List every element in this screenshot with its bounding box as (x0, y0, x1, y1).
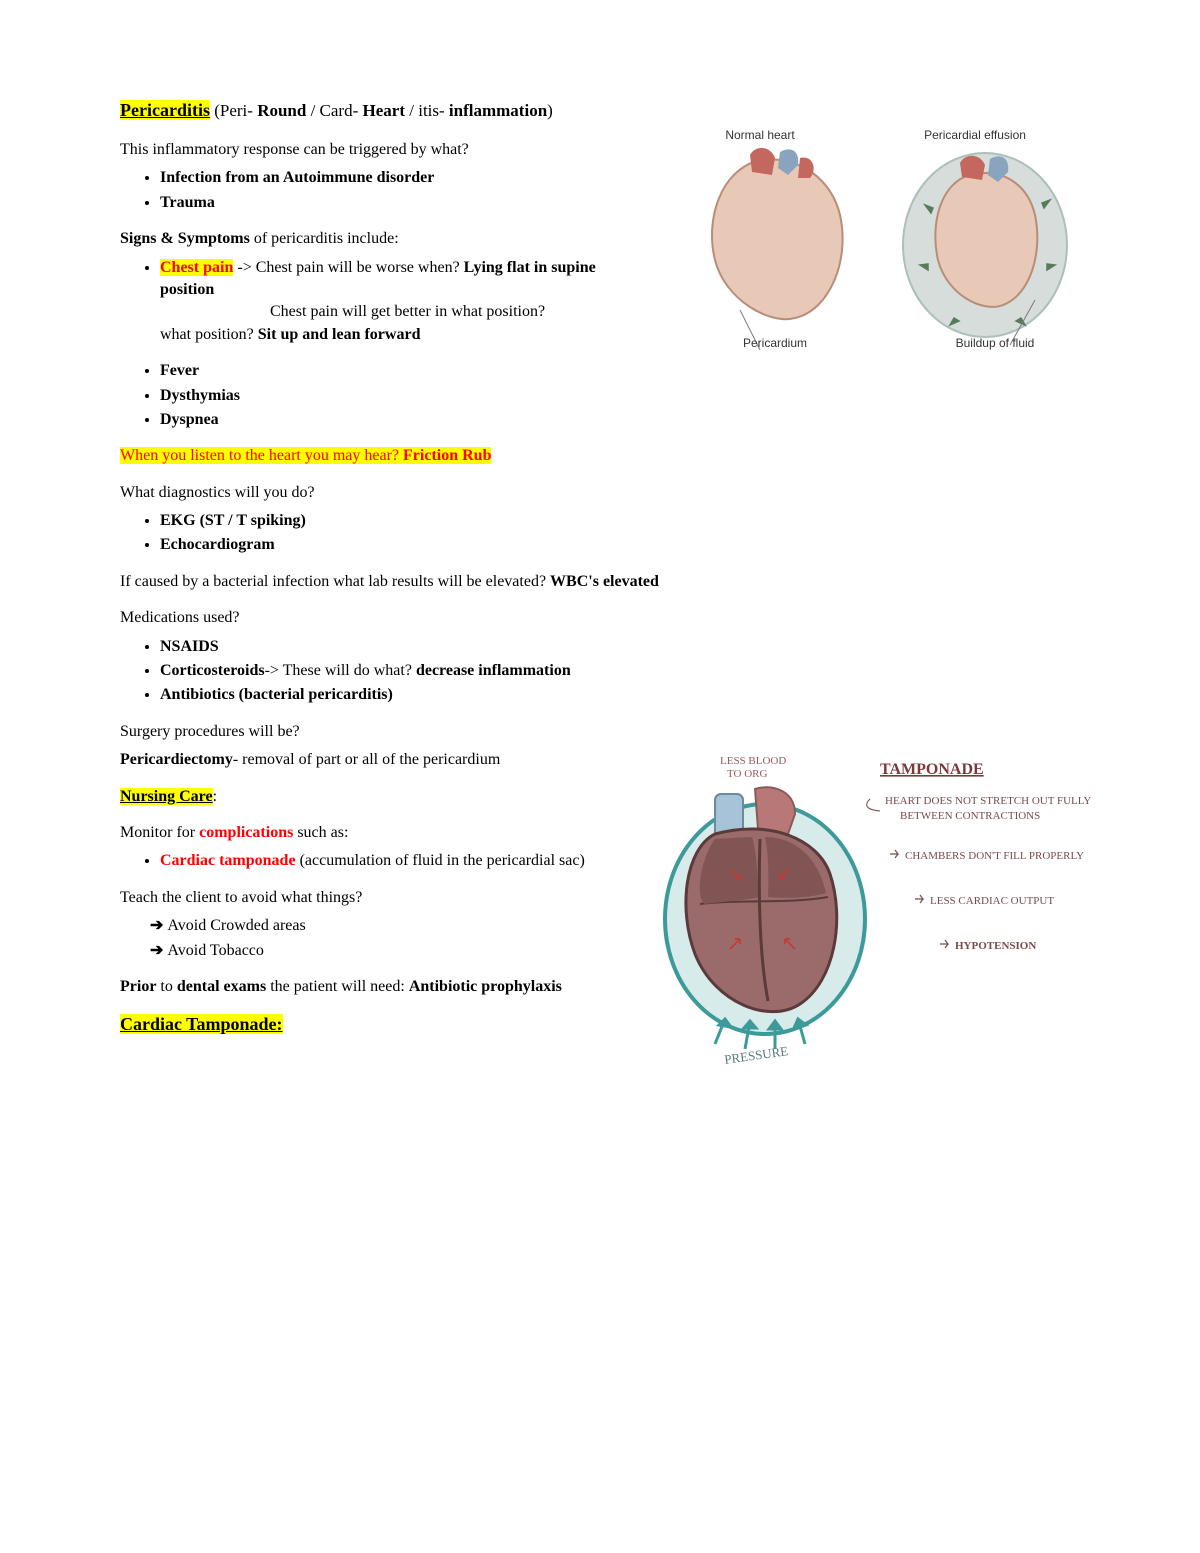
figure-pericardial-effusion: Normal heart Pericardial effusion Perica… (660, 125, 1080, 355)
list-item: Fever (160, 360, 640, 382)
svg-text:HEART DOES NOT STRETCH OUT FUL: HEART DOES NOT STRETCH OUT FULLY (885, 795, 1091, 807)
diagnostics-question: What diagnostics will you do? (120, 482, 1080, 504)
svg-text:LESS BLOOD: LESS BLOOD (720, 755, 786, 767)
signs-symptoms-heading: Signs & Symptoms of pericarditis include… (120, 228, 640, 250)
svg-text:BETWEEN CONTRACTIONS: BETWEEN CONTRACTIONS (900, 810, 1040, 822)
document-page: Normal heart Pericardial effusion Perica… (0, 0, 1200, 1104)
lab-line: If caused by a bacterial infection what … (120, 571, 970, 593)
meds-question: Medications used? (120, 607, 1080, 629)
signs-symptoms-list: Chest pain -> Chest pain will be worse w… (160, 257, 640, 347)
fig-label-effusion: Pericardial effusion (924, 128, 1026, 142)
fig-tamponade-title: TAMPONADE (880, 761, 984, 778)
title-term: Pericarditis (120, 100, 210, 120)
list-item: Antibiotics (bacterial pericarditis) (160, 684, 1080, 706)
list-item: Dyspnea (160, 409, 640, 431)
chest-pain-better-q: Chest pain will get better in what posit… (270, 301, 640, 323)
list-item: Echocardiogram (160, 534, 1080, 556)
intro-question: This inflammatory response can be trigge… (120, 139, 640, 161)
fig-label-normal: Normal heart (725, 128, 795, 142)
prior-line: Prior to dental exams the patient will n… (120, 976, 640, 998)
signs-symptoms-rest: Fever Dysthymias Dyspnea (160, 360, 640, 431)
svg-text:CHAMBERS DON'T FILL PROPERLY: CHAMBERS DON'T FILL PROPERLY (905, 850, 1084, 862)
meds-list: NSAIDS Corticosteroids-> These will do w… (160, 636, 1080, 707)
list-item: Infection from an Autoimmune disorder (160, 167, 640, 189)
surgery-question: Surgery procedures will be? (120, 721, 1080, 743)
chest-pain-label: Chest pain (160, 259, 233, 276)
triggers-list: Infection from an Autoimmune disorder Tr… (160, 167, 640, 214)
list-item-chest-pain: Chest pain -> Chest pain will be worse w… (160, 257, 640, 347)
list-item: Dysthymias (160, 385, 640, 407)
svg-text:PRESSURE: PRESSURE (723, 1043, 789, 1064)
heading-pericarditis: Pericarditis (Peri- Round / Card- Heart … (120, 100, 1080, 121)
list-item: Corticosteroids-> These will do what? de… (160, 660, 1080, 682)
svg-text:TO ORG: TO ORG (727, 768, 767, 780)
svg-text:HYPOTENSION: HYPOTENSION (955, 940, 1036, 952)
svg-text:Buildup of fluid: Buildup of fluid (956, 336, 1035, 350)
etymology: (Peri- Round / Card- Heart / itis- infla… (210, 101, 553, 120)
diagnostics-list: EKG (ST / T spiking) Echocardiogram (160, 510, 1080, 557)
figure-tamponade-sketch: LESS BLOOD TO ORG TAMPONADE HEART DOES N… (630, 744, 1100, 1064)
svg-text:Pericardium: Pericardium (743, 336, 807, 350)
svg-text:LESS CARDIAC OUTPUT: LESS CARDIAC OUTPUT (930, 895, 1054, 907)
list-item: Trauma (160, 192, 640, 214)
auscultation-line: When you listen to the heart you may hea… (120, 445, 1080, 467)
list-item: EKG (ST / T spiking) (160, 510, 1080, 532)
list-item: NSAIDS (160, 636, 1080, 658)
